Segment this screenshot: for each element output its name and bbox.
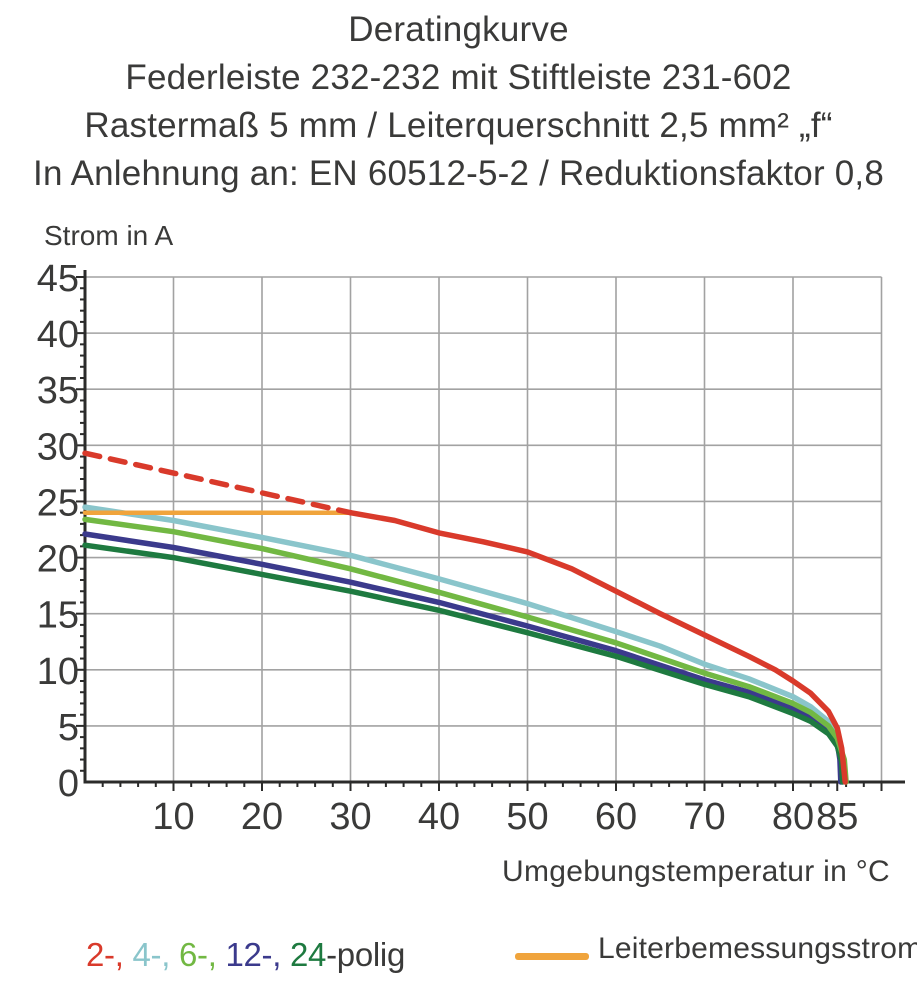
x-tick-label: 60 [595, 796, 637, 838]
tick-marks [76, 276, 883, 791]
y-tick-label: 45 [37, 258, 79, 300]
curve-24-polig [82, 542, 846, 785]
y-tick-label: 40 [37, 314, 79, 356]
x-tick-label: 30 [329, 796, 371, 838]
x-tick-label: 80 [772, 796, 814, 838]
y-tick-label: 10 [37, 651, 79, 693]
x-tick-label: 40 [418, 796, 460, 838]
y-tick-label: 25 [37, 482, 79, 524]
tick-labels: 10 20 30 40 50 60 70 80 85 0 5 10 15 20 25 30 35 40 45 [37, 258, 859, 838]
legend-pole-counts: 2-, 4-, 6-, 12-, 24-polig [86, 936, 405, 974]
y-tick-label: 20 [37, 539, 79, 581]
curve-12-polig [82, 531, 844, 785]
legend-pole-segment: 2-, [86, 936, 133, 973]
curve-2-polig-gestrichelt [82, 450, 354, 516]
y-tick-label: 30 [37, 426, 79, 468]
derating-chart: 10 20 30 40 50 60 70 80 85 0 5 10 15 20 25 30 35 40 45 [0, 250, 917, 860]
legend-pole-segment: 24 [290, 936, 327, 973]
legend-pole-segment: 12-, [225, 936, 290, 973]
x-tick-label: 70 [683, 796, 725, 838]
chart-subtitle-3: In Anlehnung an: EN 60512-5-2 / Reduktio… [33, 154, 884, 193]
chart-title: Deratingkurve [348, 10, 569, 49]
x-axis-label: Umgebungstemperatur in °C [501, 855, 890, 888]
legend-pole-segment: -polig [326, 936, 406, 973]
rated-current-line-swatch [515, 953, 589, 960]
y-tick-label: 0 [58, 763, 79, 805]
y-axis-label: Strom in A [44, 220, 174, 251]
x-tick-label: 10 [152, 796, 194, 838]
rated-current-label: Leiterbemessungsstrom [598, 932, 917, 965]
x-tick-label: 50 [506, 796, 548, 838]
chart-subtitle-2: Rastermaß 5 mm / Leiterquerschnitt 2,5 m… [84, 106, 833, 145]
x-tick-label: 20 [241, 796, 283, 838]
gridlines [85, 276, 883, 782]
legend-pole-segment: 4-, [132, 936, 179, 973]
y-tick-label: 35 [37, 370, 79, 412]
chart-subtitle-1: Federleiste 232-232 mit Stiftleiste 231-… [125, 58, 792, 97]
y-tick-label: 5 [58, 707, 79, 749]
chart-header: Deratingkurve Federleiste 232-232 mit St… [0, 6, 917, 198]
derating-chart-canvas: 10 20 30 40 50 60 70 80 85 0 5 10 15 20 25 30 35 40 45 [37, 258, 905, 838]
x-tick-label: 85 [816, 796, 858, 838]
curve-6-polig [82, 516, 849, 785]
legend-pole-segment: 6-, [178, 936, 226, 973]
y-tick-label: 15 [37, 595, 79, 637]
curve-2-polig [347, 509, 848, 785]
